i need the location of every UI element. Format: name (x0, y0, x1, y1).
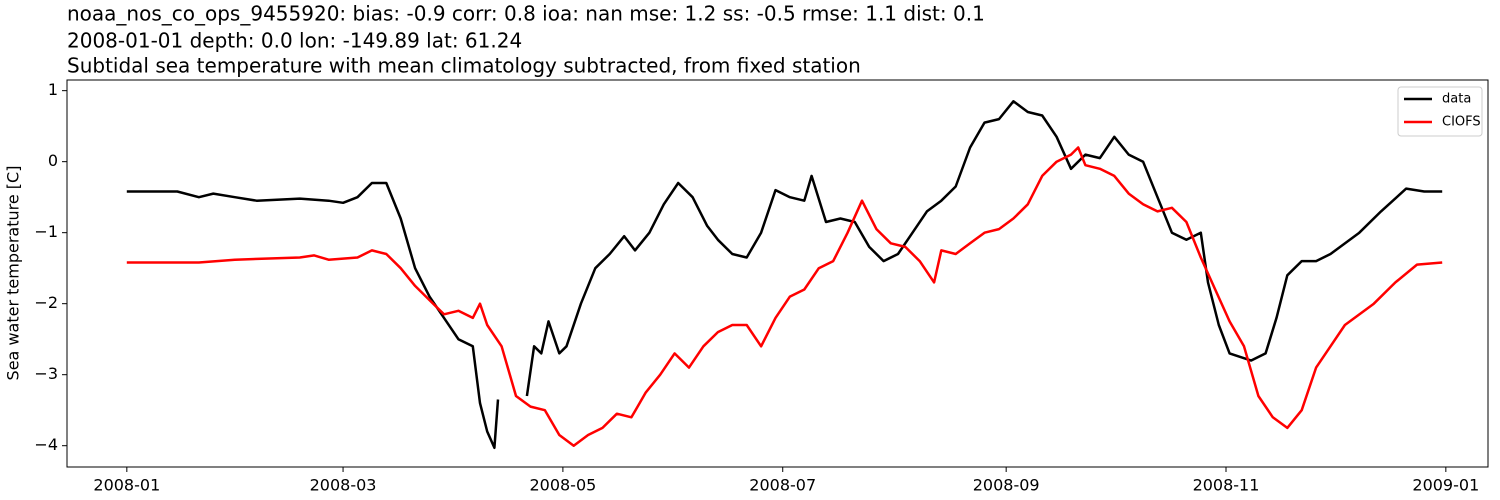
y-axis-label: Sea water temperature [C] (4, 166, 23, 381)
y-tick-label: −2 (34, 293, 58, 312)
legend-label: CIOFS (1442, 115, 1481, 130)
chart-subtitle: Subtidal sea temperature with mean clima… (67, 54, 861, 78)
y-tick-label: 0 (48, 151, 58, 170)
data-line (126, 146, 1443, 447)
x-tick-label: 2009-01 (1412, 476, 1479, 495)
chart-title: noaa_nos_co_ops_9455920: bias: -0.9 corr… (67, 2, 985, 26)
plot-frame (66, 79, 1489, 468)
x-tick-label: 2008-01 (93, 476, 160, 495)
x-tick-label: 2008-11 (1193, 476, 1260, 495)
y-tick-label: −1 (34, 222, 58, 241)
x-tick-label: 2008-09 (973, 476, 1040, 495)
y-tick-label: −4 (34, 435, 58, 454)
y-tick-label: −3 (34, 364, 58, 383)
y-tick-label: 1 (48, 80, 58, 99)
legend-label: data (1442, 92, 1471, 107)
data-line (126, 100, 1443, 450)
chart-subtitle: 2008-01-01 depth: 0.0 lon: -149.89 lat: … (67, 29, 522, 53)
x-tick-label: 2008-03 (310, 476, 377, 495)
x-tick-label: 2008-05 (529, 476, 596, 495)
x-tick-label: 2008-07 (749, 476, 816, 495)
